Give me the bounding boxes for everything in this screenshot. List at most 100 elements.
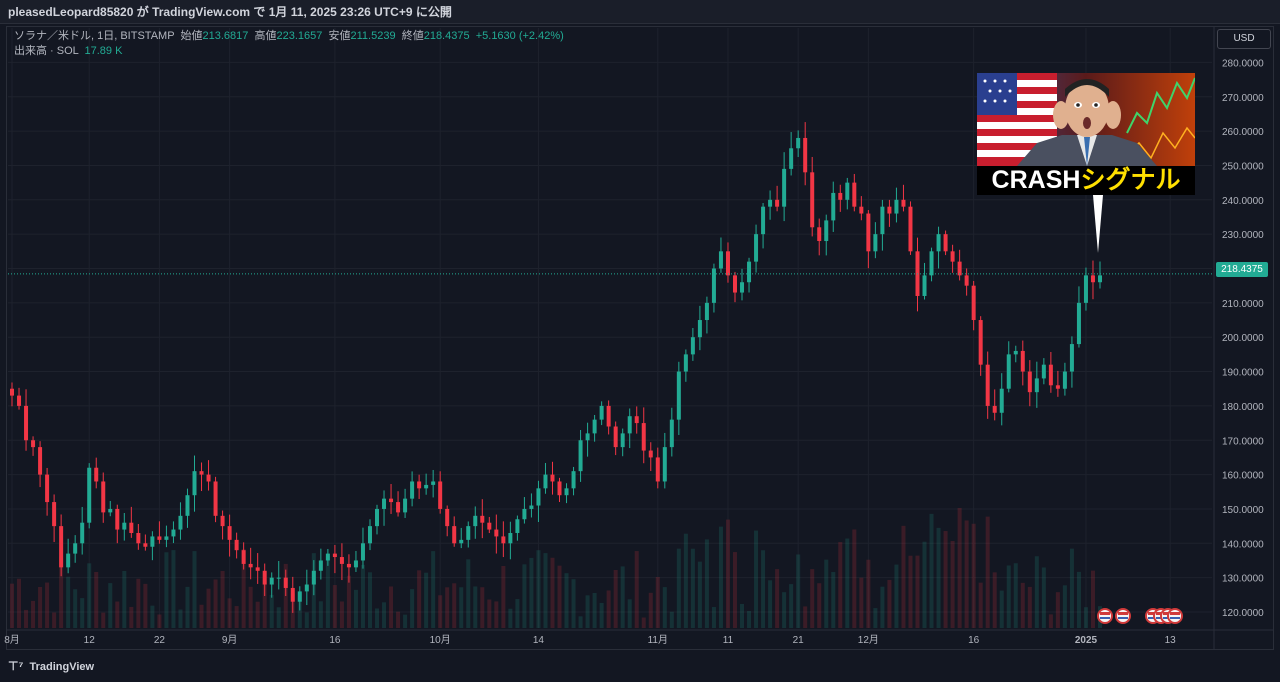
candle-body[interactable] xyxy=(606,405,611,427)
candle-body[interactable] xyxy=(445,508,450,527)
candle-body[interactable] xyxy=(431,481,436,485)
candle-body[interactable] xyxy=(711,268,716,303)
candle-body[interactable] xyxy=(459,539,464,544)
candle-body[interactable] xyxy=(108,508,113,513)
candle-body[interactable] xyxy=(94,467,99,482)
candle-body[interactable] xyxy=(627,416,632,434)
candle-body[interactable] xyxy=(662,447,667,482)
candle-body[interactable] xyxy=(536,488,541,506)
candle-body[interactable] xyxy=(332,553,337,558)
candle-body[interactable] xyxy=(697,320,702,338)
candle-body[interactable] xyxy=(880,206,885,235)
candle-body[interactable] xyxy=(508,532,513,544)
candle-body[interactable] xyxy=(297,591,302,602)
candle-body[interactable] xyxy=(866,213,871,252)
candle-body[interactable] xyxy=(304,584,309,592)
candle-body[interactable] xyxy=(894,199,899,214)
candle-body[interactable] xyxy=(367,526,372,544)
candle-body[interactable] xyxy=(908,206,913,252)
candle-body[interactable] xyxy=(704,302,709,321)
candle-body[interactable] xyxy=(964,275,969,286)
candle-body[interactable] xyxy=(1062,371,1067,389)
candle-body[interactable] xyxy=(1076,302,1081,345)
candle-body[interactable] xyxy=(564,488,569,496)
candle-body[interactable] xyxy=(234,539,239,551)
candle-body[interactable] xyxy=(718,251,723,269)
candle-body[interactable] xyxy=(178,515,183,530)
candle-body[interactable] xyxy=(655,457,660,482)
candle-body[interactable] xyxy=(290,587,295,602)
candle-body[interactable] xyxy=(634,416,639,424)
candle-body[interactable] xyxy=(761,206,766,235)
candle-body[interactable] xyxy=(396,502,401,513)
candle-body[interactable] xyxy=(859,206,864,214)
candle-body[interactable] xyxy=(1069,344,1074,372)
candle-body[interactable] xyxy=(732,275,737,293)
candle-body[interactable] xyxy=(901,199,906,207)
candle-body[interactable] xyxy=(227,526,232,540)
candle-body[interactable] xyxy=(515,519,520,533)
candle-body[interactable] xyxy=(845,182,850,200)
candle-body[interactable] xyxy=(136,532,141,544)
candle-body[interactable] xyxy=(922,275,927,296)
candle-body[interactable] xyxy=(255,567,260,571)
candle-body[interactable] xyxy=(241,550,246,564)
candle-body[interactable] xyxy=(768,199,773,207)
candle-body[interactable] xyxy=(571,471,576,489)
candle-body[interactable] xyxy=(318,560,323,571)
candle-body[interactable] xyxy=(115,508,120,530)
candle-body[interactable] xyxy=(375,508,380,527)
candle-body[interactable] xyxy=(690,337,695,355)
candle-body[interactable] xyxy=(725,251,730,276)
candle-body[interactable] xyxy=(747,261,752,283)
candle-body[interactable] xyxy=(950,251,955,262)
economic-event-flag-icon[interactable] xyxy=(1167,608,1183,624)
candle-body[interactable] xyxy=(796,137,801,149)
candle-body[interactable] xyxy=(740,282,745,293)
candle-body[interactable] xyxy=(936,234,941,252)
candle-body[interactable] xyxy=(129,522,134,533)
candle-body[interactable] xyxy=(992,405,997,413)
candle-body[interactable] xyxy=(852,182,857,207)
candle-body[interactable] xyxy=(80,522,85,544)
candle-body[interactable] xyxy=(810,172,815,228)
candle-body[interactable] xyxy=(1020,350,1025,372)
candle-body[interactable] xyxy=(353,560,358,568)
candle-body[interactable] xyxy=(87,467,92,523)
candle-body[interactable] xyxy=(592,419,597,434)
candle-body[interactable] xyxy=(24,405,29,441)
candle-body[interactable] xyxy=(52,502,57,527)
candle-body[interactable] xyxy=(585,433,590,441)
candle-body[interactable] xyxy=(1006,354,1011,389)
candle-body[interactable] xyxy=(838,192,843,200)
candle-body[interactable] xyxy=(10,388,14,396)
currency-button[interactable]: USD xyxy=(1217,29,1271,49)
candle-body[interactable] xyxy=(452,526,457,544)
candle-body[interactable] xyxy=(817,227,822,242)
candle-body[interactable] xyxy=(929,251,934,276)
candle-body[interactable] xyxy=(150,536,155,547)
candle-body[interactable] xyxy=(206,474,211,482)
candle-body[interactable] xyxy=(438,481,443,509)
candle-body[interactable] xyxy=(782,168,787,207)
candle-body[interactable] xyxy=(1041,364,1046,379)
candle-body[interactable] xyxy=(38,447,43,475)
candle-body[interactable] xyxy=(971,285,976,321)
candle-body[interactable] xyxy=(501,536,506,544)
candle-body[interactable] xyxy=(269,577,274,585)
candle-body[interactable] xyxy=(45,474,50,503)
candle-body[interactable] xyxy=(311,570,316,585)
candle-body[interactable] xyxy=(325,553,330,561)
candle-body[interactable] xyxy=(466,526,471,540)
candle-body[interactable] xyxy=(1055,385,1060,389)
candle-body[interactable] xyxy=(803,137,808,173)
candle-body[interactable] xyxy=(1034,378,1039,393)
candle-body[interactable] xyxy=(157,536,162,540)
candle-body[interactable] xyxy=(985,364,990,406)
candle-body[interactable] xyxy=(754,234,759,262)
candle-body[interactable] xyxy=(1098,275,1102,283)
candle-body[interactable] xyxy=(283,577,288,588)
candle-body[interactable] xyxy=(185,495,190,516)
candle-body[interactable] xyxy=(487,522,492,530)
